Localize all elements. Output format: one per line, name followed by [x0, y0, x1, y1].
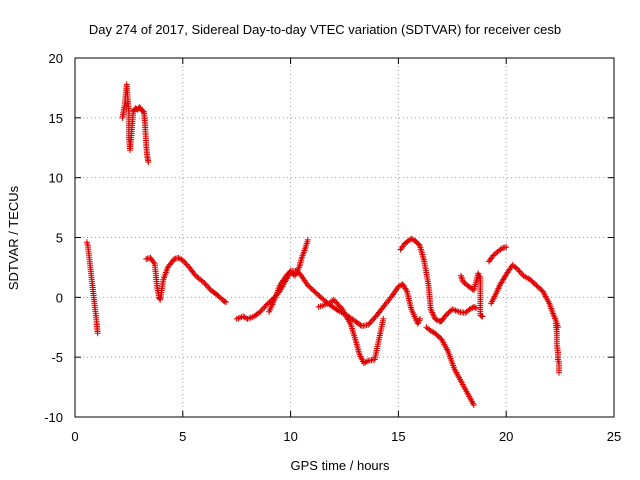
- series-arc-i: [488, 262, 561, 331]
- data-point: [201, 279, 208, 286]
- data-point: [179, 257, 186, 264]
- y-tick-label: 20: [49, 51, 63, 66]
- y-axis-label: SDTVAR / TECUs: [6, 185, 21, 290]
- series-arc-b: [233, 236, 311, 322]
- data-point: [470, 402, 477, 409]
- data-point: [473, 305, 480, 312]
- y-tick-label: -5: [51, 350, 63, 365]
- x-tick-label: 0: [71, 429, 78, 444]
- data-point: [478, 312, 485, 319]
- data-points: [83, 81, 563, 409]
- chart-title: Day 274 of 2017, Sidereal Day-to-day VTE…: [89, 22, 561, 37]
- x-tick-label: 20: [499, 429, 513, 444]
- data-point: [458, 274, 465, 281]
- data-point: [457, 272, 464, 279]
- series-arc-f: [423, 324, 477, 409]
- data-point: [191, 271, 198, 278]
- axis-ticks: 0 5 10 15 20 25 -10 -5 0 5 10 15 20: [44, 51, 621, 444]
- data-point: [156, 295, 163, 302]
- data-point: [145, 159, 152, 166]
- x-tick-label: 10: [283, 429, 297, 444]
- data-point: [241, 314, 248, 321]
- data-point: [489, 253, 496, 260]
- grid-lines: [75, 58, 614, 417]
- series-arc-e: [397, 235, 480, 325]
- data-point: [199, 278, 206, 285]
- data-point: [94, 330, 101, 337]
- data-point: [471, 304, 478, 311]
- data-point: [517, 269, 524, 276]
- x-tick-label: 5: [179, 429, 186, 444]
- x-tick-label: 15: [391, 429, 405, 444]
- y-tick-label: 0: [56, 290, 63, 305]
- series-early-isolated: [83, 239, 101, 337]
- data-point: [513, 265, 520, 272]
- data-point: [333, 306, 340, 313]
- data-point: [338, 304, 345, 311]
- data-point: [416, 315, 423, 322]
- data-point: [479, 313, 486, 320]
- series-arc-j: [552, 320, 563, 376]
- data-point: [380, 315, 387, 322]
- data-point: [516, 268, 523, 275]
- data-point: [304, 236, 311, 243]
- data-point: [286, 269, 293, 276]
- data-point: [260, 305, 267, 312]
- data-point: [403, 286, 410, 293]
- data-point: [459, 275, 466, 282]
- data-point: [363, 358, 370, 365]
- x-tick-label: 25: [607, 429, 621, 444]
- series-arc-h: [485, 244, 510, 265]
- data-point: [261, 304, 268, 311]
- y-tick-label: 10: [49, 171, 63, 186]
- data-point: [176, 255, 183, 262]
- data-point: [257, 308, 264, 315]
- data-point: [150, 259, 157, 266]
- series-arc-g: [457, 270, 486, 320]
- data-point: [556, 369, 563, 376]
- data-point: [222, 299, 229, 306]
- data-point: [182, 260, 189, 267]
- data-point: [202, 281, 209, 288]
- data-point: [434, 317, 441, 324]
- x-axis-label: GPS time / hours: [291, 458, 390, 473]
- y-tick-label: 15: [49, 111, 63, 126]
- data-point: [409, 236, 416, 243]
- data-point: [205, 284, 212, 291]
- series-arc-d: [315, 296, 387, 367]
- data-point: [503, 244, 510, 251]
- series-arc-c: [266, 268, 423, 330]
- data-point: [262, 302, 269, 309]
- data-point: [183, 261, 190, 268]
- data-point: [515, 267, 522, 274]
- data-point: [221, 298, 228, 305]
- data-point: [512, 264, 519, 271]
- data-point: [181, 258, 188, 265]
- y-tick-label: -10: [44, 410, 63, 425]
- data-point: [203, 282, 210, 289]
- y-tick-label: 5: [56, 231, 63, 246]
- series-arc-a: [143, 254, 229, 306]
- data-point: [258, 307, 265, 314]
- series-high-arc: [119, 81, 152, 166]
